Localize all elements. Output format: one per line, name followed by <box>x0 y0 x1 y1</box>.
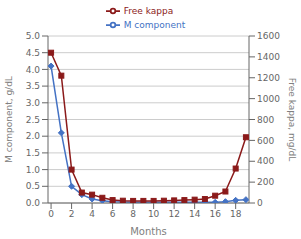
svg-text:1200: 1200 <box>257 73 280 83</box>
svg-text:1400: 1400 <box>257 52 280 62</box>
svg-text:2.0: 2.0 <box>26 131 41 141</box>
svg-text:Free kappa, mg/dL: Free kappa, mg/dL <box>287 78 293 161</box>
svg-text:16: 16 <box>209 209 221 219</box>
svg-text:18: 18 <box>230 209 242 219</box>
svg-text:1.0: 1.0 <box>26 165 41 175</box>
svg-text:12: 12 <box>168 209 179 219</box>
svg-text:14: 14 <box>189 209 201 219</box>
svg-text:2: 2 <box>69 209 75 219</box>
svg-text:Months: Months <box>130 226 167 237</box>
html-text:M component: M component <box>123 19 186 30</box>
svg-text:4: 4 <box>89 209 95 219</box>
svg-text:600: 600 <box>257 136 274 146</box>
svg-text:4.0: 4.0 <box>26 65 41 75</box>
svg-text:5.0: 5.0 <box>26 31 41 41</box>
svg-text:1000: 1000 <box>257 94 280 104</box>
svg-text:3.5: 3.5 <box>26 81 40 91</box>
svg-text:400: 400 <box>257 156 274 166</box>
svg-text:3.0: 3.0 <box>26 98 41 108</box>
svg-text:200: 200 <box>257 177 274 187</box>
svg-text:10: 10 <box>148 209 160 219</box>
svg-text:1.5: 1.5 <box>26 148 40 158</box>
svg-text:4.5: 4.5 <box>26 48 40 58</box>
svg-text:M component, g/dL: M component, g/dL <box>8 76 14 163</box>
svg-text:0: 0 <box>48 209 54 219</box>
svg-text:8: 8 <box>130 209 136 219</box>
svg-text:0: 0 <box>257 198 263 208</box>
svg-text:0.5: 0.5 <box>26 181 40 191</box>
svg-text:2.5: 2.5 <box>26 115 40 125</box>
svg-text:800: 800 <box>257 115 274 125</box>
svg-text:1600: 1600 <box>257 31 280 41</box>
svg-text:0.0: 0.0 <box>26 198 41 208</box>
html-text:Free kappa: Free kappa <box>123 5 174 16</box>
svg-text:6: 6 <box>110 209 116 219</box>
